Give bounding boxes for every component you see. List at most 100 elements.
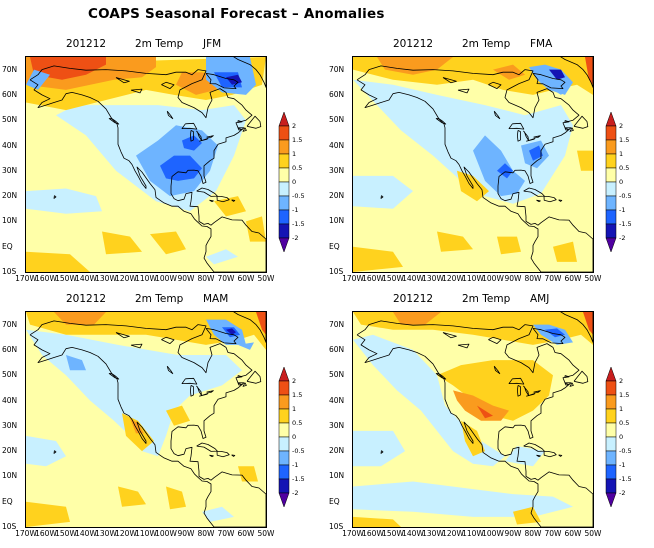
colorbar-label: -1 <box>619 460 626 469</box>
colorbar-svg <box>605 366 617 508</box>
anomaly-region-warm <box>54 312 106 325</box>
longitude-label: 150W <box>382 529 404 538</box>
coastline-island <box>130 343 143 349</box>
colorbar <box>278 111 290 253</box>
coastline-island <box>573 370 589 384</box>
colorbar-label: -0.5 <box>619 191 632 200</box>
colorbar-segment <box>278 195 290 211</box>
longitude-label: 170W <box>15 274 37 283</box>
longitude-label: 150W <box>55 274 77 283</box>
latitude-label: 70N <box>329 64 345 74</box>
colorbar-segment <box>605 464 617 480</box>
coastline-island <box>442 77 457 84</box>
latitude-label: 30N <box>329 420 345 430</box>
colorbar-segment <box>278 450 290 466</box>
coastline-island <box>543 450 557 458</box>
panel-date: 201212 <box>66 293 107 305</box>
coastline-greenland <box>560 312 593 343</box>
colorbar-segment <box>605 450 617 466</box>
panel-season: FMA <box>530 38 553 50</box>
colorbar-segment <box>278 436 290 452</box>
coastline-island <box>536 199 541 203</box>
longitude-label: 130W <box>422 529 444 538</box>
colorbar-label: -2 <box>292 233 299 242</box>
coastline-island <box>523 385 530 396</box>
latitude-label: 10S <box>329 522 344 531</box>
anomaly-region-cold <box>182 135 202 151</box>
colorbar-segment <box>278 492 290 508</box>
longitude-label: 90W <box>177 529 195 538</box>
panel-date: 201212 <box>66 38 107 50</box>
anomaly-region-warm-weak <box>26 501 70 527</box>
latitude-label: 50N <box>2 370 18 380</box>
coastline-island <box>516 130 521 142</box>
coastline-island <box>558 199 563 202</box>
colorbar-segment <box>605 478 617 494</box>
coastline-island <box>108 373 120 380</box>
coastline-hawaii <box>380 195 384 199</box>
anomaly-region-cold-strong <box>226 328 236 335</box>
colorbar-segment <box>278 422 290 438</box>
anomaly-region-warm <box>453 390 509 421</box>
anomaly-region-warm-weak <box>513 506 541 525</box>
anomaly-region-warm-weak <box>497 236 521 255</box>
longitude-label: 80W <box>197 274 215 283</box>
colorbar-label: -1 <box>292 205 299 214</box>
longitude-label: 170W <box>342 529 364 538</box>
anomaly-map <box>25 311 267 528</box>
anomaly-region-warm-weak <box>150 231 186 255</box>
colorbar-label: 1.5 <box>619 135 630 144</box>
colorbar-label: -1.5 <box>292 219 305 228</box>
latitude-label: 20N <box>2 191 18 201</box>
coastline-island <box>231 454 236 457</box>
longitude-label: 130W <box>95 529 117 538</box>
longitude-label: 100W <box>155 529 177 538</box>
colorbar-segment <box>605 408 617 424</box>
longitude-label: 160W <box>35 529 57 538</box>
anomaly-map-svg <box>353 312 593 527</box>
colorbar-label: -1 <box>292 460 299 469</box>
colorbar-label: 1.5 <box>619 390 630 399</box>
colorbar-segment <box>605 380 617 396</box>
anomaly-region-cool <box>238 342 254 350</box>
longitude-label: 90W <box>504 529 522 538</box>
coastline-island <box>242 382 247 387</box>
colorbar-label: 0 <box>619 177 624 186</box>
coastline-island <box>457 343 470 349</box>
coastline-island <box>209 199 214 203</box>
longitude-label: 140W <box>75 529 97 538</box>
longitude-label: 160W <box>362 529 384 538</box>
longitude-label: 50W <box>584 529 602 538</box>
colorbar-segment <box>278 464 290 480</box>
longitude-label: 60W <box>237 274 255 283</box>
coastline-island <box>237 382 243 386</box>
coastline-island <box>558 454 563 457</box>
longitude-label: 130W <box>422 274 444 283</box>
longitude-label: 150W <box>382 274 404 283</box>
panel-date: 201212 <box>393 293 434 305</box>
colorbar-segment <box>605 223 617 239</box>
anomaly-region-warm-weak <box>102 231 142 255</box>
anomaly-region-cool-weak <box>353 481 573 517</box>
longitude-label: 70W <box>217 529 235 538</box>
anomaly-region-warm <box>393 312 441 325</box>
colorbar-label: 2 <box>619 121 624 130</box>
latitude-label: 10S <box>2 522 17 531</box>
colorbar-label: 0 <box>292 432 297 441</box>
coastline-island <box>569 127 574 132</box>
latitude-label: 50N <box>2 115 18 125</box>
longitude-label: 110W <box>135 274 157 283</box>
coastline-island <box>108 118 120 125</box>
coastline-island <box>196 385 203 396</box>
latitude-label: 70N <box>329 319 345 329</box>
coastline-island <box>526 138 536 142</box>
anomaly-region-cool-weak <box>353 79 573 204</box>
anomaly-region-cool-weak <box>353 175 413 209</box>
panel-variable: 2m Temp <box>462 38 511 50</box>
colorbar <box>605 111 617 253</box>
colorbar-segment <box>605 492 617 508</box>
panel-date: 201212 <box>393 38 434 50</box>
anomaly-region-cool-weak <box>26 435 66 467</box>
anomaly-region-warm-weak <box>553 241 577 262</box>
colorbar-label: -2 <box>619 488 626 497</box>
